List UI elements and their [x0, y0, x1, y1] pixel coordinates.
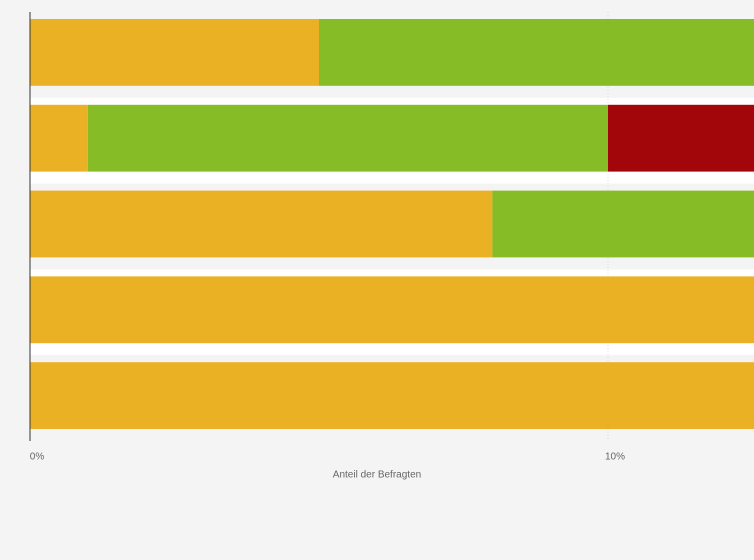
bar-segment — [30, 190, 493, 258]
bar-segment — [30, 104, 88, 172]
bar-segment — [30, 276, 754, 344]
bar-segment — [608, 104, 754, 172]
bar-segment — [319, 19, 754, 86]
x-tick-label: 0% — [30, 452, 45, 463]
bar-segment — [492, 190, 754, 258]
x-tick-label: 10% — [605, 452, 625, 463]
bar-segment — [87, 104, 609, 172]
bar-segment — [30, 362, 754, 429]
x-axis-label: Anteil der Befragten — [333, 470, 421, 481]
bar-segment — [30, 19, 319, 86]
